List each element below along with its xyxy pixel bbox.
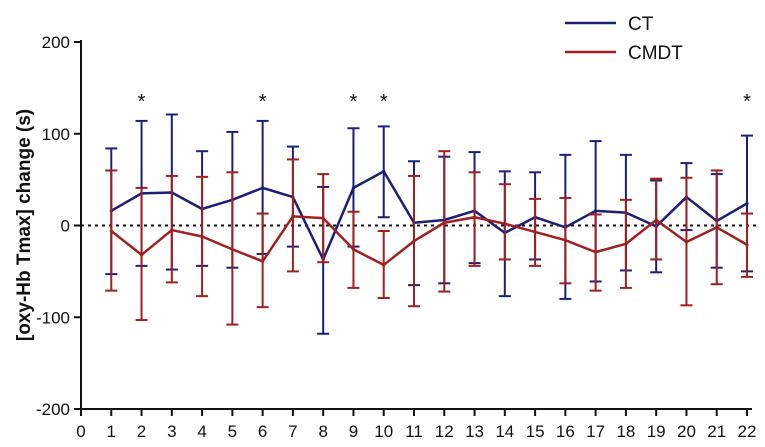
legend-label-cmdt: CMDT <box>628 43 683 64</box>
data-point <box>351 247 356 251</box>
data-point <box>382 263 386 267</box>
y-tick-label: 200 <box>42 33 70 52</box>
data-point <box>745 201 749 206</box>
x-tick-label: 21 <box>707 422 726 441</box>
data-point <box>230 247 234 251</box>
x-tick-label: 19 <box>647 422 666 441</box>
x-tick-label: 10 <box>374 422 393 441</box>
x-tick-label: 6 <box>258 422 267 441</box>
x-tick-label: 15 <box>526 422 545 441</box>
data-point <box>472 215 477 219</box>
y-tick-label: 100 <box>42 125 70 144</box>
data-point <box>684 240 689 244</box>
x-tick-label: 22 <box>738 422 757 441</box>
x-tick-label: 8 <box>318 422 327 441</box>
y-tick-label: 0 <box>61 217 70 236</box>
data-point <box>594 250 598 254</box>
significance-marker: * <box>743 91 751 113</box>
x-tick-label: 13 <box>465 422 484 441</box>
y-tick-label: -100 <box>36 308 70 327</box>
data-point <box>533 230 537 234</box>
legend-label-ct: CT <box>628 14 654 35</box>
x-tick-label: 12 <box>435 422 454 441</box>
significance-marker: * <box>350 91 358 113</box>
x-tick-label: 14 <box>495 422 514 441</box>
x-tick-label: 7 <box>288 422 297 441</box>
data-point <box>412 239 416 243</box>
series-line <box>110 170 748 261</box>
significance-marker: * <box>138 91 146 113</box>
data-point <box>503 222 507 226</box>
x-tick-label: 11 <box>405 422 423 441</box>
y-axis-label: [oxy-Hb Tmax] change (s) <box>14 109 35 341</box>
x-tick-label: 20 <box>677 422 696 441</box>
significance-marker: * <box>380 91 388 113</box>
x-tick-label: 4 <box>197 422 206 441</box>
data-point <box>442 221 446 225</box>
series-line <box>110 215 748 267</box>
data-point <box>594 209 598 213</box>
data-point <box>351 186 356 190</box>
legend: CT CMDT <box>565 14 683 64</box>
x-tick-label: 18 <box>616 422 635 441</box>
data-point <box>654 218 658 222</box>
x-tick-label: 3 <box>167 422 176 441</box>
data-point <box>715 225 719 229</box>
data-point <box>382 169 386 173</box>
x-tick-label: 9 <box>349 422 358 441</box>
series-cmdt <box>105 150 753 326</box>
data-point <box>321 216 325 220</box>
data-point <box>170 228 174 232</box>
data-point <box>745 243 749 247</box>
data-point <box>563 238 567 242</box>
data-point <box>261 259 265 263</box>
data-point <box>261 186 265 190</box>
y-tick-label: -200 <box>36 400 70 419</box>
data-point <box>291 214 295 218</box>
data-point <box>109 229 113 233</box>
x-tick-label: 0 <box>76 422 85 441</box>
x-tick-label: 16 <box>556 422 575 441</box>
x-tick-label: 2 <box>137 422 146 441</box>
data-point <box>139 253 144 257</box>
x-tick-label: 5 <box>228 422 237 441</box>
x-tick-label: 17 <box>586 422 605 441</box>
data-point <box>624 242 628 246</box>
significance-marker: * <box>259 91 267 113</box>
x-tick-label: 1 <box>107 422 116 441</box>
data-point <box>200 234 204 239</box>
